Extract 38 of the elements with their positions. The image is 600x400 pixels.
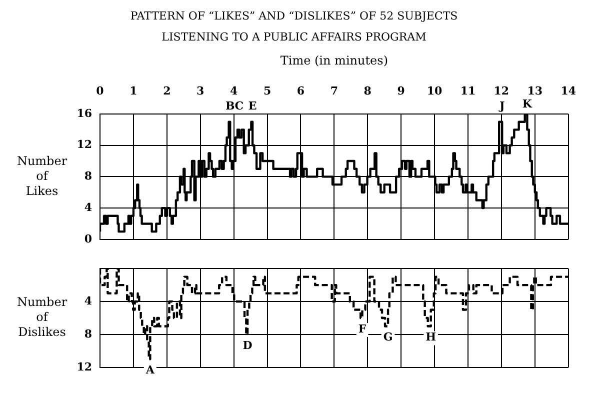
x-tick-label: 13 bbox=[527, 84, 543, 98]
y-tick-label: 4 bbox=[84, 200, 92, 214]
x-tick-label: 5 bbox=[263, 84, 272, 98]
x-tick-label: 8 bbox=[364, 84, 372, 98]
annotation: F bbox=[358, 322, 366, 336]
annotation: H bbox=[426, 330, 436, 344]
y-tick-label: 4 bbox=[84, 294, 92, 308]
x-tick-label: 2 bbox=[163, 84, 171, 98]
y-tick-label: 12 bbox=[76, 138, 92, 152]
x-tick-label: 0 bbox=[96, 84, 104, 98]
y-tick-label: 12 bbox=[76, 360, 92, 374]
x-axis-title: Time (in minutes) bbox=[280, 54, 388, 68]
x-tick-label: 4 bbox=[230, 84, 238, 98]
annotation: E bbox=[248, 99, 257, 112]
y-tick-label: 8 bbox=[84, 327, 92, 340]
y-axis-title: Number of Dislikes bbox=[16, 295, 68, 340]
x-tick-label: 9 bbox=[397, 84, 405, 98]
y-tick-label: 0 bbox=[84, 232, 92, 246]
annotation: A bbox=[144, 364, 155, 377]
annotation: C bbox=[234, 99, 244, 112]
chart-title: PATTERN OF “LIKES” AND “DISLIKES” OF 52 SUBJECTS bbox=[130, 9, 458, 22]
x-tick-label: 6 bbox=[296, 84, 305, 98]
annotation: B bbox=[225, 99, 235, 112]
x-tick-label: 14 bbox=[560, 84, 576, 98]
x-tick-label: 3 bbox=[196, 84, 204, 98]
annotation: D bbox=[242, 338, 253, 352]
annotation: G bbox=[383, 330, 393, 344]
annotation: K bbox=[522, 97, 532, 110]
y-tick-label: 16 bbox=[76, 106, 92, 120]
x-tick-label: 7 bbox=[330, 84, 338, 98]
x-tick-label: 12 bbox=[494, 84, 510, 98]
x-tick-label: 1 bbox=[130, 84, 138, 98]
chart-subtitle: LISTENING TO A PUBLIC AFFAIRS PROGRAM bbox=[162, 30, 426, 44]
y-tick-label: 8 bbox=[84, 170, 92, 183]
x-tick-label: 10 bbox=[426, 84, 443, 98]
y-axis-title: Number of Likes bbox=[16, 154, 68, 198]
x-tick-label: 11 bbox=[460, 84, 476, 98]
annotation: J bbox=[498, 99, 505, 112]
